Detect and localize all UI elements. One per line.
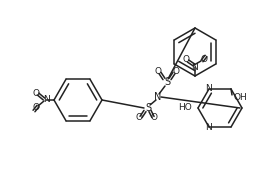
- Text: S: S: [164, 77, 170, 87]
- Text: S: S: [145, 103, 151, 113]
- Text: O: O: [182, 55, 190, 65]
- Text: O: O: [155, 68, 161, 76]
- Text: O: O: [201, 55, 207, 65]
- Text: O: O: [136, 114, 142, 122]
- Text: O: O: [33, 103, 39, 111]
- Text: O: O: [33, 89, 39, 97]
- Text: O: O: [150, 114, 158, 122]
- Text: N: N: [192, 62, 198, 72]
- Text: N: N: [43, 96, 49, 104]
- Text: N: N: [205, 85, 211, 93]
- Text: O: O: [173, 68, 179, 76]
- Text: HO: HO: [178, 103, 192, 113]
- Text: OH: OH: [234, 93, 248, 102]
- Text: N: N: [205, 122, 211, 132]
- Text: N: N: [154, 92, 162, 102]
